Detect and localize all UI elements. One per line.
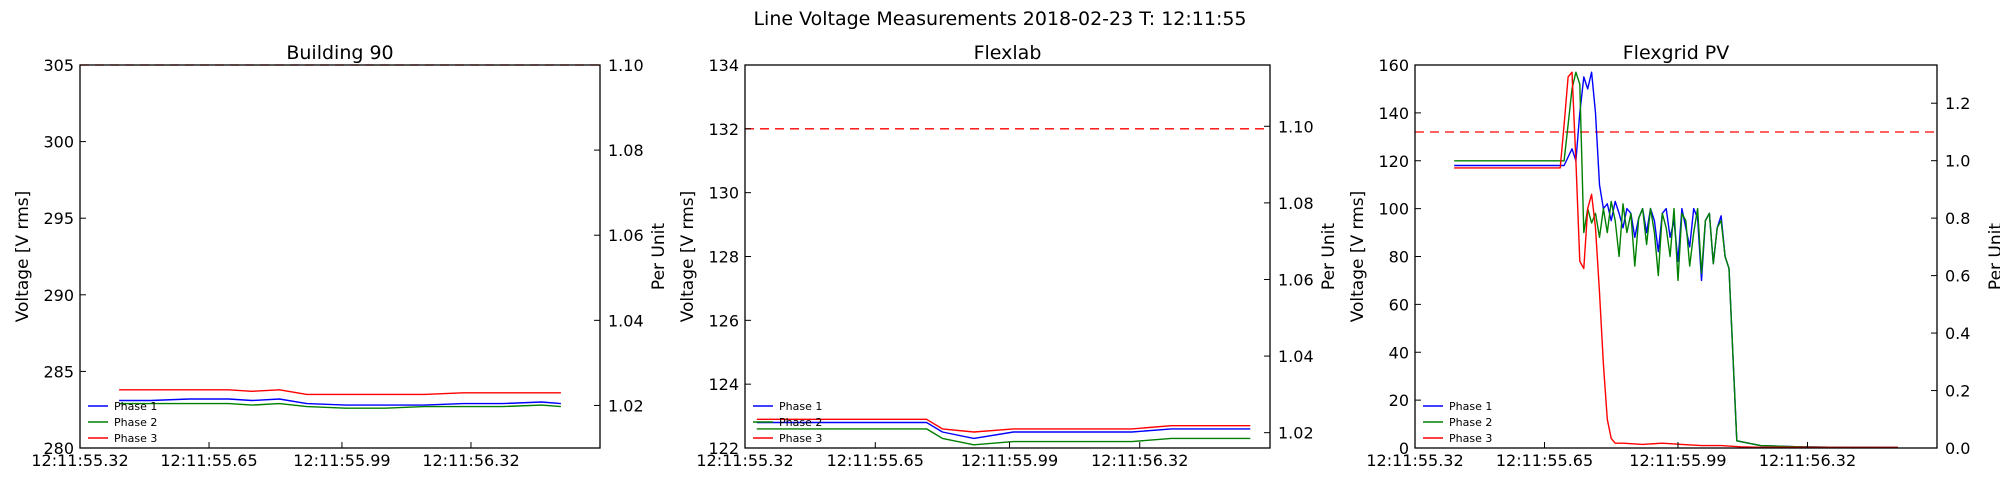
y-axis-label: Voltage [V rms] [1348, 191, 1368, 323]
y2-tick-label: 1.04 [1278, 347, 1314, 366]
plot-area [1415, 65, 1937, 449]
y2-axis-label: Per Unit [1319, 223, 1339, 290]
x-tick-label: 12:11:56.32 [422, 451, 519, 470]
chart-title: Flexlab [974, 42, 1042, 64]
y2-tick-label: 1.02 [1278, 424, 1314, 443]
chart-building-90: Building 90 280 285 290 295 300 305 1.02 1.04 1.0… [13, 42, 669, 470]
y2-tick-label: 0.6 [1945, 267, 1970, 286]
x-tick-label: 12:11:55.32 [1366, 451, 1463, 470]
figure-title: Line Voltage Measurements 2018-02-23 T: … [753, 8, 1246, 30]
y-tick-label: 60 [1389, 295, 1409, 314]
y-tick-label: 120 [1378, 152, 1409, 171]
y2-tick-label: 1.04 [608, 311, 644, 330]
series-line-1 [119, 398, 561, 406]
y2-tick-label: 1.10 [608, 56, 644, 75]
plot-area [745, 65, 1270, 448]
y2-tick-label: 0.0 [1945, 439, 1970, 458]
axes-frame [79, 64, 601, 449]
legend-label-2: Phase 2 [779, 416, 822, 429]
series-line-3 [119, 389, 561, 396]
y2-tick-label: 1.10 [1278, 117, 1314, 136]
y2-axis-label: Per Unit [649, 223, 669, 290]
y-tick-label: 280 [43, 439, 74, 458]
y2-tick-label: 1.2 [1945, 94, 1970, 113]
legend-label-1: Phase 1 [779, 400, 822, 413]
y-tick-label: 134 [708, 56, 739, 75]
y-tick-label: 124 [708, 375, 739, 394]
y2-tick-label: 1.08 [1278, 194, 1314, 213]
y-axis-label: Voltage [V rms] [678, 191, 698, 323]
series-line-3 [756, 418, 1251, 433]
y2-tick-label: 1.0 [1945, 152, 1970, 171]
y2-tick-label: 1.06 [608, 226, 644, 245]
y2-tick-label: 1.08 [608, 141, 644, 160]
y-tick-label: 128 [708, 248, 739, 267]
series-line-2 [756, 428, 1251, 446]
y2-tick-label: 1.06 [1278, 270, 1314, 289]
y-tick-label: 20 [1389, 391, 1409, 410]
y-tick-label: 290 [43, 286, 74, 305]
series-line-3 [1454, 71, 1898, 449]
y-tick-label: 40 [1389, 343, 1409, 362]
y-tick-label: 100 [1378, 200, 1409, 219]
legend-label-1: Phase 1 [1449, 400, 1492, 413]
y2-tick-label: 0.4 [1945, 324, 1970, 343]
y2-tick-label: 1.02 [608, 396, 644, 415]
y-tick-label: 126 [708, 311, 739, 330]
x-tick-label: 12:11:56.32 [1759, 451, 1856, 470]
x-tick-label: 12:11:55.99 [293, 451, 390, 470]
legend: Phase 1 Phase 2 Phase 3 [1423, 400, 1492, 445]
legend: Phase 1 Phase 2 Phase 3 [88, 400, 157, 445]
x-tick-label: 12:11:55.99 [961, 451, 1058, 470]
chart-flexlab: Flexlab 122 124 126 128 130 132 134 1.02 1.04 1.06… [678, 42, 1339, 470]
y-tick-label: 122 [708, 439, 739, 458]
legend-label-3: Phase 3 [779, 432, 822, 445]
series-line-2 [1454, 71, 1898, 449]
legend-label-2: Phase 2 [114, 416, 157, 429]
y-tick-label: 300 [43, 133, 74, 152]
x-tick-label: 12:11:55.65 [160, 451, 257, 470]
legend-label-3: Phase 3 [1449, 432, 1492, 445]
x-tick-label: 12:11:56.32 [1091, 451, 1188, 470]
y-tick-label: 80 [1389, 248, 1409, 267]
chart-title: Flexgrid PV [1623, 42, 1730, 64]
plot-background [80, 65, 600, 448]
x-tick-label: 12:11:55.32 [31, 451, 128, 470]
legend: Phase 1 Phase 2 Phase 3 [753, 400, 822, 445]
x-tick-label: 12:11:55.99 [1629, 451, 1726, 470]
chart-flexgrid-pv: Flexgrid PV 0 20 40 60 80 100 120 140 160 0.0 0.2 0.… [1348, 42, 2000, 470]
y-tick-label: 130 [708, 184, 739, 203]
x-tick-label: 12:11:55.65 [827, 451, 924, 470]
series-line-2 [119, 402, 561, 409]
legend-label-1: Phase 1 [114, 400, 157, 413]
y2-axis-label: Per Unit [1986, 223, 2000, 290]
legend-label-3: Phase 3 [114, 432, 157, 445]
x-tick-label: 12:11:55.65 [1496, 451, 1593, 470]
y-tick-label: 295 [43, 209, 74, 228]
y-tick-label: 160 [1378, 56, 1409, 75]
x-tick-label: 12:11:55.32 [696, 451, 793, 470]
chart-title: Building 90 [286, 42, 393, 64]
y-tick-label: 0 [1399, 439, 1409, 458]
plot-area [80, 64, 600, 448]
y-tick-label: 305 [43, 56, 74, 75]
legend-label-2: Phase 2 [1449, 416, 1492, 429]
y2-tick-label: 0.2 [1945, 382, 1970, 401]
y-axis-label: Voltage [V rms] [13, 191, 33, 323]
plot-background [745, 65, 1270, 448]
y-tick-label: 285 [43, 362, 74, 381]
y-tick-label: 140 [1378, 104, 1409, 123]
y2-tick-label: 0.8 [1945, 209, 1970, 228]
y-tick-label: 132 [708, 120, 739, 139]
series-line-1 [756, 421, 1251, 440]
